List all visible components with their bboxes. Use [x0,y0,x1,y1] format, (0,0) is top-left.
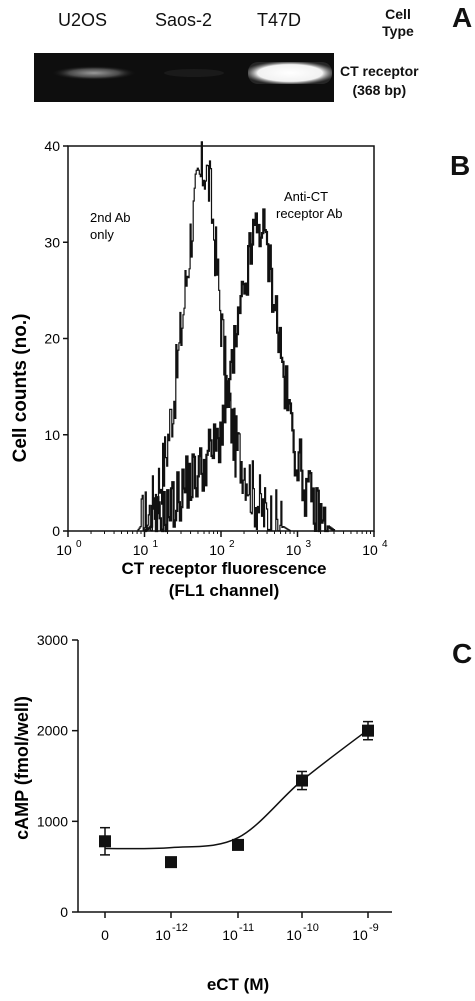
histogram-y-tick-label: 30 [44,234,60,250]
flow-histogram-chart: 0 10 20 30 40 10 0 10 1 10 2 10 3 10 4 Cell counts (no… [10,138,388,600]
band-label: CT receptor (368 bp) [340,62,419,100]
dose-data-point [232,838,244,851]
gel-image [34,53,334,102]
dose-y-tick-label: 1000 [37,813,68,829]
annotation-anti-ct-line-1: Anti-CT [284,189,328,204]
dose-x-tick-label: 10 [352,927,368,943]
lane-label-saos2: Saos-2 [155,10,213,30]
histogram-xlabel-line-1: CT receptor fluorescence [121,559,326,578]
band-saos2 [164,69,224,77]
panel-b-letter: B [450,150,471,181]
dose-data-point [165,856,177,869]
annotation-2nd-ab-line-2: only [90,227,114,242]
annotation-anti-ct-line-2: receptor Ab [276,206,343,221]
dose-x-tick-label: 10 [286,927,302,943]
dose-data-point [99,835,111,848]
dose-x-tick-label: 10 [222,927,238,943]
histogram-x-tick-exponent: 1 [153,539,159,550]
cell-type-line-1: Cell [385,6,411,22]
annotation-2nd-ab-line-1: 2nd Ab [90,210,131,225]
histogram-ylabel: Cell counts (no.) [10,314,31,463]
histogram-axes: 0 10 20 30 40 10 0 10 1 10 2 10 3 10 4 [44,138,388,558]
histogram-series-2nd-ab [137,141,291,532]
histogram-x-tick-label: 10 [133,542,149,558]
band-label-line-2: (368 bp) [352,82,407,98]
histogram-x-tick-label: 10 [362,542,378,558]
cell-type-line-2: Type [382,23,414,39]
band-t47d [248,62,332,84]
dose-response-xlabel: eCT (M) [207,975,269,994]
histogram-xlabel-line-2: (FL1 channel) [169,581,280,600]
dose-fit-curve [104,729,369,850]
histogram-x-tick-exponent: 0 [76,539,82,550]
histogram-y-tick-label: 10 [44,427,60,443]
dose-x-tick-exponent: -10 [303,922,319,934]
dose-y-tick-label: 2000 [37,723,68,739]
dose-x-tick-exponent: -9 [369,922,379,934]
dose-x-tick-label: 0 [101,927,109,943]
dose-x-tick-exponent: -11 [239,922,254,934]
histogram-y-tick-label: 20 [44,331,60,347]
histogram-x-tick-exponent: 2 [229,539,235,550]
histogram-y-tick-label: 0 [52,523,60,539]
lane-label-u2os: U2OS [58,10,108,30]
histogram-series [137,141,336,533]
panel-a-letter: A [452,2,473,33]
dose-response-series [99,720,374,869]
histogram-x-tick-label: 10 [56,542,72,558]
dose-y-tick-label: 3000 [37,632,68,648]
dose-x-tick-label: 10 [155,927,171,943]
dose-data-point [362,724,374,737]
histogram-x-tick-exponent: 4 [382,539,388,550]
dose-y-tick-label: 0 [60,904,68,920]
dose-x-tick-exponent: -12 [172,922,188,934]
histogram-x-tick-exponent: 3 [306,539,312,550]
panel-c-letter: C [452,638,473,669]
histogram-x-tick-label: 10 [209,542,225,558]
dose-data-point [296,774,308,787]
histogram-x-tick-label: 10 [286,542,302,558]
band-u2os [52,66,136,80]
histogram-y-tick-label: 40 [44,138,60,154]
histogram-series-anti-ct [144,208,336,533]
band-label-line-1: CT receptor [340,63,419,79]
dose-response-ylabel: cAMP (fmol/well) [12,696,32,840]
lane-label-t47d: T47D [257,10,302,30]
cell-type-label: Cell Type [378,6,418,40]
